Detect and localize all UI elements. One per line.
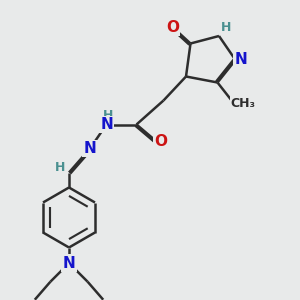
Text: H: H bbox=[103, 109, 113, 122]
Text: O: O bbox=[154, 134, 167, 148]
Text: O: O bbox=[166, 20, 179, 34]
Text: CH₃: CH₃ bbox=[230, 97, 256, 110]
Text: N: N bbox=[235, 52, 247, 68]
Text: H: H bbox=[220, 21, 231, 34]
Text: H: H bbox=[55, 160, 65, 174]
Text: N: N bbox=[63, 256, 75, 271]
Text: N: N bbox=[84, 141, 96, 156]
Text: N: N bbox=[100, 117, 113, 132]
